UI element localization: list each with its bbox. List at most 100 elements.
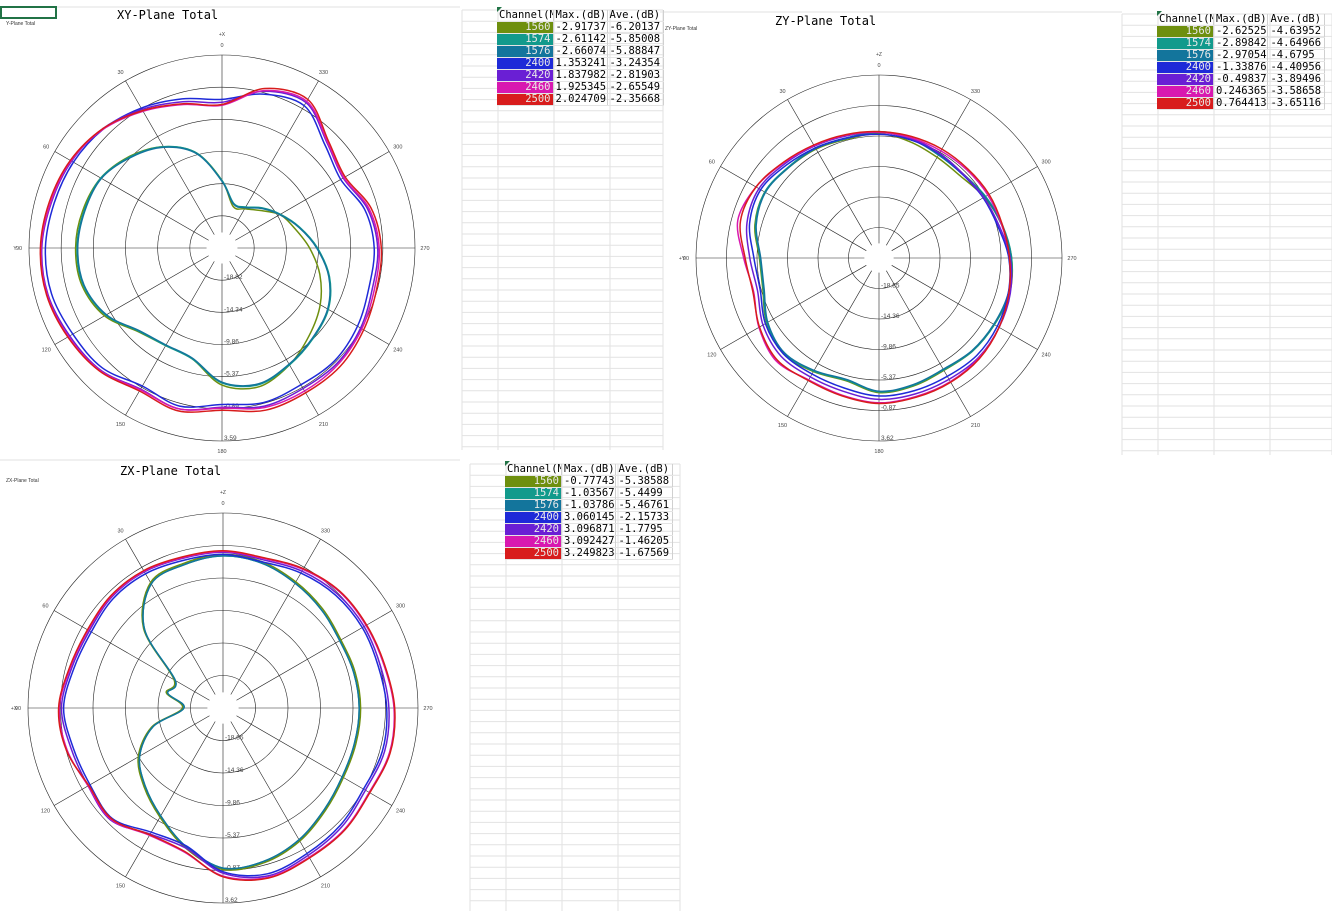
ave-db-cell[interactable]: -5.38588	[615, 475, 673, 488]
trace-1574	[138, 555, 360, 870]
trace-2400	[44, 93, 376, 408]
trace-1576	[76, 146, 331, 387]
angle-tick-label: 240	[393, 348, 402, 354]
channel-cell[interactable]: 2400	[505, 511, 562, 524]
active-cell-cursor[interactable]	[0, 6, 57, 19]
table-header-cell[interactable]: Max.(dB)	[561, 464, 617, 476]
channel-cell[interactable]: 2500	[497, 93, 554, 106]
radial-tick-label: -5.37	[224, 371, 239, 378]
channel-cell[interactable]: 2400	[497, 57, 554, 70]
channel-cell[interactable]: 1576	[497, 45, 554, 58]
angle-tick-label: 0	[220, 43, 223, 49]
channel-cell[interactable]: 1560	[1157, 25, 1214, 38]
table-header-cell[interactable]: Ave.(dB)	[615, 464, 673, 476]
max-db-cell[interactable]: 0.246365	[1213, 85, 1269, 98]
table-row: 1576 -2.97054 -4.6795	[1157, 49, 1325, 62]
table-header-cell[interactable]: Channel(MHz)	[1157, 14, 1214, 26]
ave-db-cell[interactable]: -1.7795	[615, 523, 673, 536]
polar-spoke	[54, 255, 209, 345]
ave-db-cell[interactable]: -1.46205	[615, 535, 673, 548]
ave-db-cell[interactable]: -2.15733	[615, 511, 673, 524]
table-header-cell[interactable]: Channel(MHz)	[497, 10, 554, 22]
max-db-cell[interactable]: 2.024709	[553, 93, 608, 106]
cell-comment-marker	[505, 461, 510, 466]
channel-cell[interactable]: 1576	[505, 499, 562, 512]
table-header-cell[interactable]: Ave.(dB)	[1267, 14, 1325, 26]
angle-tick-label: 210	[321, 884, 330, 890]
ave-db-cell[interactable]: -2.65549	[607, 81, 664, 94]
polar-spoke	[235, 151, 390, 241]
channel-cell[interactable]: 2460	[497, 81, 554, 94]
max-db-cell[interactable]: -2.62525	[1213, 25, 1269, 38]
radial-tick-label: -18.85	[225, 735, 244, 742]
ave-db-cell[interactable]: -2.81903	[607, 69, 664, 82]
channel-cell[interactable]: 2500	[505, 547, 562, 560]
max-db-cell[interactable]: -0.77743	[561, 475, 617, 488]
ave-db-cell[interactable]: -5.4499	[615, 487, 673, 500]
ave-db-cell[interactable]: -3.65116	[1267, 97, 1325, 110]
ave-db-cell[interactable]: -1.67569	[615, 547, 673, 560]
channel-cell[interactable]: 1574	[505, 487, 562, 500]
angle-tick-label: 180	[874, 449, 883, 455]
table-header-cell[interactable]: Max.(dB)	[1213, 14, 1269, 26]
max-db-cell[interactable]: -0.49837	[1213, 73, 1269, 86]
channel-cell[interactable]: 2460	[505, 535, 562, 548]
polar-spoke	[891, 265, 1038, 350]
table-row: 1560 -0.77743 -5.38588	[505, 475, 673, 488]
max-db-cell[interactable]: 3.060145	[561, 511, 617, 524]
max-db-cell[interactable]: 3.096871	[561, 523, 617, 536]
table-header-cell[interactable]: Channel(MHz)	[505, 464, 562, 476]
ave-db-cell[interactable]: -4.40956	[1267, 61, 1325, 74]
angle-tick-label: 210	[319, 422, 328, 428]
channel-cell[interactable]: 2420	[505, 523, 562, 536]
table-header-cell[interactable]: Max.(dB)	[553, 10, 608, 22]
max-db-cell[interactable]: -1.33876	[1213, 61, 1269, 74]
max-db-cell[interactable]: 1.353241	[553, 57, 608, 70]
channel-cell[interactable]: 1560	[497, 21, 554, 34]
max-db-cell[interactable]: -1.03567	[561, 487, 617, 500]
table-row: 1574 -1.03567 -5.4499	[505, 487, 673, 500]
ave-db-cell[interactable]: -5.85008	[607, 33, 664, 46]
max-db-cell[interactable]: 3.249823	[561, 547, 617, 560]
angle-tick-label: 30	[117, 528, 123, 534]
angle-tick-label: 270	[1067, 256, 1076, 262]
channel-cell[interactable]: 1574	[1157, 37, 1214, 50]
channel-cell[interactable]: 2420	[497, 69, 554, 82]
max-db-cell[interactable]: -2.91737	[553, 21, 608, 34]
ave-db-cell[interactable]: -4.64966	[1267, 37, 1325, 50]
angle-tick-label: 300	[396, 604, 405, 610]
max-db-cell[interactable]: 1.925345	[553, 81, 608, 94]
max-db-cell[interactable]: -2.89842	[1213, 37, 1269, 50]
trace-2500	[739, 130, 1012, 405]
max-db-cell[interactable]: -2.66074	[553, 45, 608, 58]
max-db-cell[interactable]: 0.764413	[1213, 97, 1269, 110]
max-db-cell[interactable]: -1.03786	[561, 499, 617, 512]
ave-db-cell[interactable]: -5.46761	[615, 499, 673, 512]
channel-cell[interactable]: 1560	[505, 475, 562, 488]
polar-spoke	[886, 270, 971, 417]
angle-tick-label: 120	[42, 348, 51, 354]
table-header-cell[interactable]: Ave.(dB)	[607, 10, 664, 22]
channel-cell[interactable]: 1574	[497, 33, 554, 46]
ave-db-cell[interactable]: -3.24354	[607, 57, 664, 70]
ave-db-cell[interactable]: -5.88847	[607, 45, 664, 58]
ave-db-cell[interactable]: -3.58658	[1267, 85, 1325, 98]
max-db-cell[interactable]: 1.837982	[553, 69, 608, 82]
channel-cell[interactable]: 2420	[1157, 73, 1214, 86]
channel-cell[interactable]: 2400	[1157, 61, 1214, 74]
ave-db-cell[interactable]: -4.6795	[1267, 49, 1325, 62]
polar-spoke	[230, 538, 321, 695]
ave-db-cell[interactable]: -2.35668	[607, 93, 664, 106]
max-db-cell[interactable]: -2.61142	[553, 33, 608, 46]
channel-cell[interactable]: 2460	[1157, 85, 1214, 98]
radial-tick-label: -14.36	[225, 767, 244, 774]
ave-db-cell[interactable]: -4.63952	[1267, 25, 1325, 38]
max-db-cell[interactable]: -2.97054	[1213, 49, 1269, 62]
channel-cell[interactable]: 1576	[1157, 49, 1214, 62]
polar-spoke	[125, 721, 216, 878]
table-row: 1576 -1.03786 -5.46761	[505, 499, 673, 512]
channel-cell[interactable]: 2500	[1157, 97, 1214, 110]
max-db-cell[interactable]: 3.092427	[561, 535, 617, 548]
ave-db-cell[interactable]: -6.20137	[607, 21, 664, 34]
ave-db-cell[interactable]: -3.89496	[1267, 73, 1325, 86]
